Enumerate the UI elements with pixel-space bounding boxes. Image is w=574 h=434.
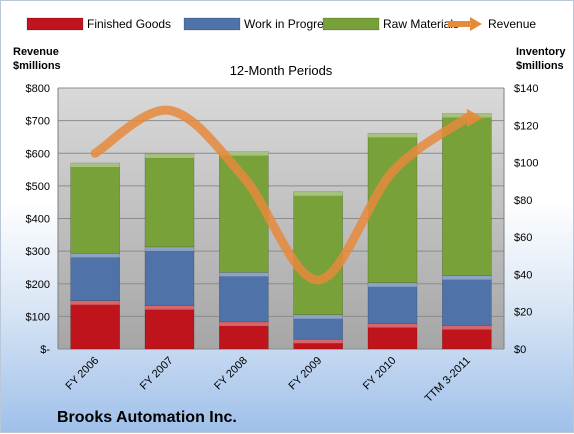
bar-highlight <box>145 247 194 251</box>
bar-finished-goods <box>145 306 194 349</box>
legend-arrow <box>470 17 482 31</box>
legend-swatch <box>184 18 240 30</box>
x-tick-label: TTM 3-2011 <box>423 355 473 405</box>
legend: Finished Goods Work in Progress Raw Materi… <box>27 17 536 31</box>
bar-raw-materials <box>71 163 120 253</box>
bar-raw-materials <box>294 192 343 315</box>
bar-highlight <box>219 322 268 326</box>
bar-highlight <box>145 154 194 158</box>
bar-highlight <box>294 339 343 343</box>
bar-highlight <box>294 315 343 319</box>
bar-highlight <box>145 306 194 310</box>
bar-highlight <box>71 301 120 305</box>
legend-label: Raw Materials <box>383 17 459 31</box>
bar-finished-goods <box>71 301 120 349</box>
bar-finished-goods <box>219 322 268 349</box>
left-tick-label: $600 <box>26 148 50 160</box>
bar-work-in-progress <box>145 247 194 306</box>
bar-work-in-progress <box>368 283 417 324</box>
bar-highlight <box>368 324 417 328</box>
bar-raw-materials <box>442 113 491 275</box>
right-tick-label: $20 <box>514 307 532 319</box>
bar-work-in-progress <box>442 276 491 326</box>
x-tick-label: FY 2008 <box>212 355 250 393</box>
left-tick-label: $- <box>40 344 50 356</box>
left-axis-title: Revenue <box>13 46 59 58</box>
bar-highlight <box>442 326 491 330</box>
x-tick-label: FY 2009 <box>287 355 325 393</box>
chart-title: 12-Month Periods <box>230 63 333 78</box>
right-tick-label: $140 <box>514 83 538 95</box>
bar-highlight <box>219 272 268 276</box>
left-tick-label: $700 <box>26 116 50 128</box>
left-axis-unit: $millions <box>13 60 61 72</box>
legend-label: Revenue <box>488 17 536 31</box>
left-tick-label: $800 <box>26 83 50 95</box>
right-tick-label: $0 <box>514 344 526 356</box>
bar-raw-materials <box>145 154 194 247</box>
left-tick-label: $200 <box>26 279 50 291</box>
bar-work-in-progress <box>219 272 268 322</box>
x-axis-ticks: FY 2006 FY 2007 FY 2008 FY 2009 FY 2010 TTM 3… <box>64 355 473 405</box>
legend-label: Work in Progress <box>244 17 336 31</box>
x-tick-label: FY 2006 <box>64 355 102 393</box>
bar-highlight <box>368 133 417 137</box>
bar-highlight <box>442 276 491 280</box>
left-tick-label: $100 <box>26 311 50 323</box>
bar-highlight <box>71 163 120 167</box>
right-tick-label: $100 <box>514 158 538 170</box>
left-tick-label: $400 <box>26 214 50 226</box>
right-tick-label: $40 <box>514 269 532 281</box>
company-title: Brooks Automation Inc. <box>57 409 237 426</box>
legend-label: Finished Goods <box>87 17 171 31</box>
left-tick-label: $500 <box>26 181 50 193</box>
bar-highlight <box>368 283 417 287</box>
right-tick-label: $120 <box>514 120 538 132</box>
right-axis-ticks: $0 $20 $40 $60 $80 $100 $120 $140 <box>514 83 538 356</box>
left-tick-label: $300 <box>26 246 50 258</box>
right-tick-label: $80 <box>514 195 532 207</box>
right-tick-label: $60 <box>514 232 532 244</box>
right-axis-unit: $millions <box>516 60 564 72</box>
bar-highlight <box>294 192 343 196</box>
x-tick-label: FY 2010 <box>361 355 399 393</box>
legend-swatch <box>27 18 83 30</box>
x-tick-label: FY 2007 <box>138 355 176 393</box>
right-axis-title: Inventory <box>516 46 566 58</box>
left-axis-ticks: $- $100 $200 $300 $400 $500 $600 $700 $800 <box>26 83 51 356</box>
legend-swatch <box>323 18 379 30</box>
bar-work-in-progress <box>71 253 120 300</box>
bar-highlight <box>71 253 120 257</box>
